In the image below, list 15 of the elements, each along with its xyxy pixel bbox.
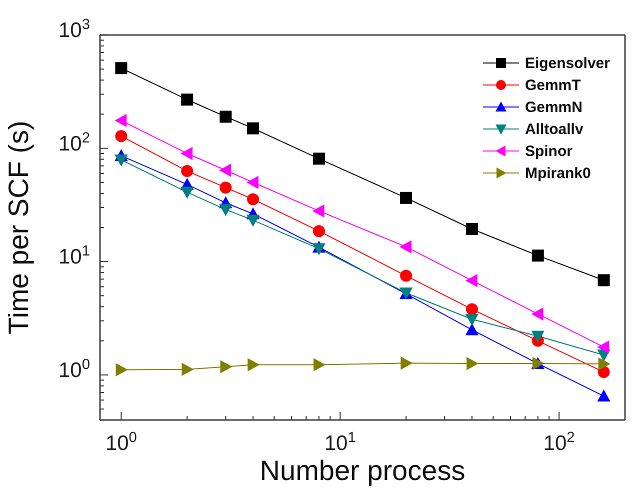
legend-label: Alltoallv [524, 120, 584, 138]
legend-label: GemmT [524, 76, 581, 94]
y-tick-label: 10$^{0}$ [58, 356, 90, 382]
y-tick-label: 10$^{3}$ [58, 17, 90, 42]
legend-label: GemmN [524, 98, 582, 116]
x-tick-label: 10$^{2}$ [543, 430, 575, 455]
x-axis-title: Number process [260, 455, 466, 486]
legend-label: Spinor [524, 142, 572, 160]
y-tick-label: 10$^{1}$ [58, 244, 90, 269]
y-axis-title: Time per SCF (s) [3, 120, 34, 334]
x-tick-label: 10$^{1}$ [324, 430, 356, 455]
x-tick-label: 10$^{0}$ [105, 430, 137, 455]
legend-label: Mpirank0 [524, 164, 591, 182]
legend-label: Eigensolver [524, 54, 610, 72]
y-tick-label: 10$^{2}$ [58, 130, 90, 156]
